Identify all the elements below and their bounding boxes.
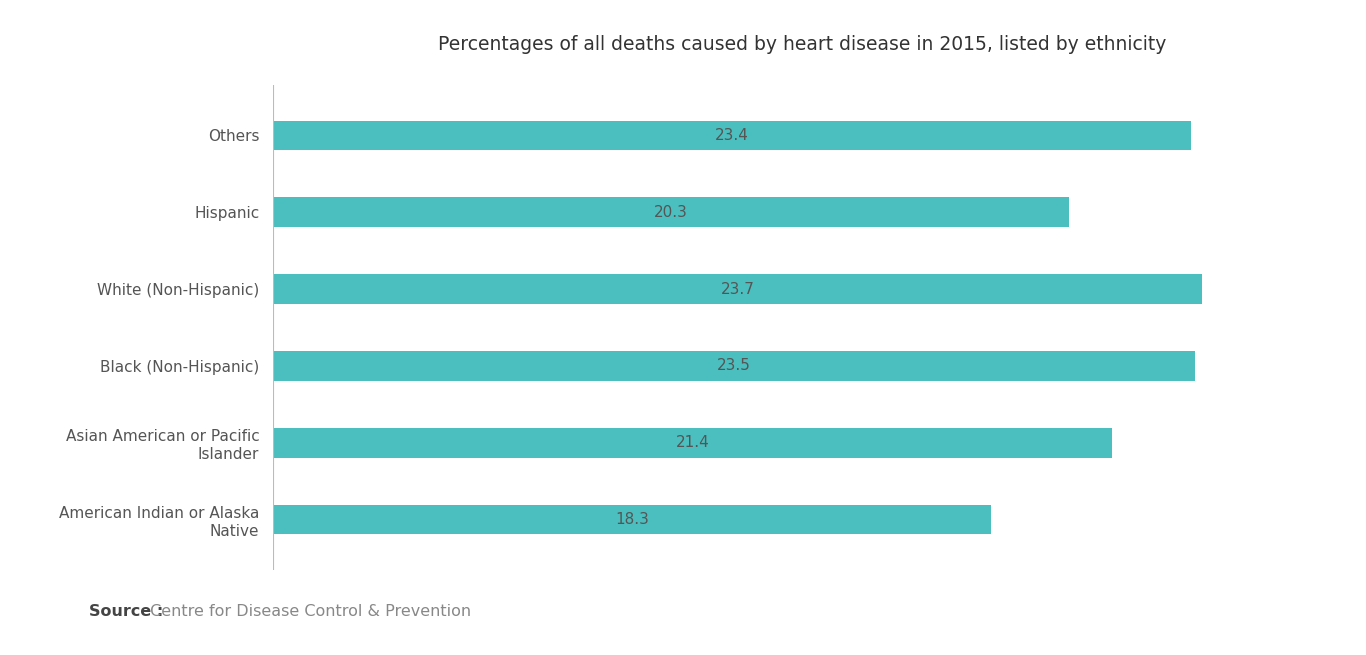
- Text: 23.7: 23.7: [721, 282, 755, 297]
- Text: 20.3: 20.3: [654, 204, 688, 219]
- Bar: [273, 274, 1202, 304]
- Text: 23.4: 23.4: [714, 128, 749, 143]
- Text: Source : Centre for Disease Control & Prevention: Source : Centre for Disease Control & Pr…: [89, 604, 481, 619]
- Text: 21.4: 21.4: [676, 436, 709, 451]
- Title: Percentages of all deaths caused by heart disease in 2015, listed by ethnicity: Percentages of all deaths caused by hear…: [438, 35, 1167, 54]
- Bar: [273, 197, 1070, 227]
- Bar: [273, 121, 1191, 150]
- Bar: [273, 351, 1195, 381]
- Text: 18.3: 18.3: [615, 512, 649, 527]
- Bar: [273, 428, 1112, 458]
- Text: Centre for Disease Control & Prevention: Centre for Disease Control & Prevention: [145, 604, 471, 619]
- Bar: [273, 505, 990, 534]
- Text: 23.5: 23.5: [717, 358, 751, 373]
- Text: Source :: Source :: [89, 604, 163, 619]
